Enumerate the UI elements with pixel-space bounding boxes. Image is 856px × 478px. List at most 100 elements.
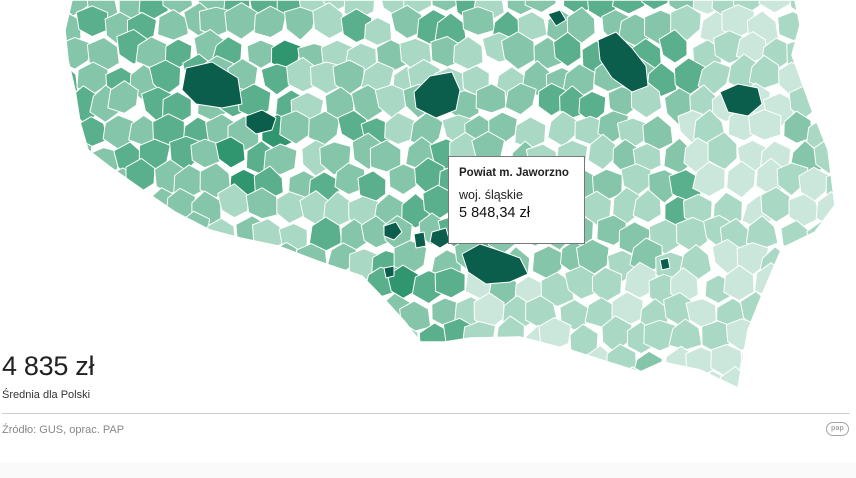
district-area[interactable] (847, 83, 856, 116)
district-area[interactable] (257, 273, 289, 305)
district-area[interactable] (25, 273, 58, 304)
district-area[interactable] (408, 377, 442, 400)
district-area[interactable] (245, 187, 280, 220)
district-area[interactable] (8, 195, 40, 224)
district-area[interactable] (75, 5, 109, 38)
district-area[interactable] (247, 292, 278, 326)
district-area[interactable] (59, 37, 92, 70)
district-area[interactable] (56, 265, 88, 299)
district-area[interactable] (339, 329, 371, 359)
district-area[interactable] (337, 274, 370, 310)
district-area[interactable] (569, 365, 604, 399)
district-area[interactable] (177, 378, 206, 400)
district-area[interactable] (637, 0, 670, 11)
district-area[interactable] (75, 262, 107, 301)
district-area[interactable] (777, 11, 810, 41)
district-area[interactable] (664, 393, 695, 400)
district-area[interactable] (0, 32, 9, 68)
district-area[interactable] (307, 377, 338, 400)
district-area[interactable] (4, 30, 36, 66)
district-area[interactable] (384, 112, 415, 145)
district-area[interactable] (821, 35, 853, 71)
district-area[interactable] (817, 0, 851, 20)
district-area[interactable] (308, 315, 340, 351)
district-area[interactable] (524, 0, 557, 13)
district-area[interactable] (208, 265, 238, 301)
district-area[interactable] (802, 323, 833, 357)
district-area[interactable] (137, 352, 167, 388)
district-area[interactable] (364, 16, 393, 46)
district-area[interactable] (738, 399, 770, 400)
district-area[interactable] (54, 214, 88, 244)
district-area[interactable] (291, 345, 322, 384)
district-area[interactable] (832, 267, 856, 300)
district-area[interactable] (440, 375, 473, 400)
district-area[interactable] (68, 183, 99, 219)
district-area[interactable] (84, 290, 118, 325)
district-area[interactable] (599, 369, 627, 400)
district-area[interactable] (66, 300, 98, 336)
district-area[interactable] (312, 2, 346, 40)
district-area[interactable] (839, 293, 856, 327)
district-area[interactable] (596, 214, 627, 246)
district-area[interactable] (448, 346, 481, 381)
district-area[interactable] (158, 320, 188, 353)
district-area[interactable] (623, 261, 657, 299)
district-area[interactable] (0, 296, 13, 328)
district-area[interactable] (773, 268, 808, 306)
district-area[interactable] (794, 239, 827, 272)
district-area[interactable] (263, 143, 298, 176)
district-area[interactable] (295, 398, 327, 400)
district-area[interactable] (774, 374, 807, 400)
district-area-highlight[interactable] (597, 31, 649, 93)
district-area[interactable] (90, 343, 122, 379)
district-area[interactable] (430, 0, 462, 12)
district-area[interactable] (195, 245, 227, 281)
district-area-highlight[interactable] (383, 221, 403, 241)
district-area[interactable] (322, 294, 353, 334)
district-area[interactable] (75, 164, 107, 203)
district-area[interactable] (848, 39, 856, 74)
district-area[interactable] (369, 139, 402, 173)
district-area-highlight[interactable] (429, 227, 451, 249)
district-area[interactable] (537, 82, 567, 117)
district-area[interactable] (25, 222, 54, 253)
district-area[interactable] (47, 162, 77, 196)
district-area[interactable] (260, 370, 294, 400)
district-area[interactable] (658, 29, 688, 64)
district-area[interactable] (820, 340, 847, 379)
district-area[interactable] (35, 88, 66, 122)
district-area[interactable] (215, 136, 246, 169)
district-area[interactable] (0, 0, 16, 13)
district-area[interactable] (546, 371, 578, 400)
district-area[interactable] (692, 161, 726, 197)
district-area[interactable] (254, 325, 284, 360)
district-area[interactable] (355, 369, 389, 401)
district-area[interactable] (504, 82, 537, 116)
district-area[interactable] (844, 353, 856, 387)
district-area[interactable] (682, 393, 713, 400)
district-area[interactable] (284, 377, 316, 400)
district-area[interactable] (616, 366, 650, 400)
district-area[interactable] (643, 319, 677, 352)
district-area[interactable] (26, 59, 56, 92)
district-area-highlight[interactable] (181, 61, 243, 109)
district-area[interactable] (818, 300, 847, 335)
district-area[interactable] (348, 295, 379, 328)
district-area[interactable] (247, 348, 279, 383)
district-area[interactable] (179, 271, 214, 305)
district-area[interactable] (0, 169, 1, 200)
district-area[interactable] (226, 368, 259, 400)
district-area[interactable] (760, 186, 792, 223)
district-area[interactable] (12, 0, 45, 13)
district-area[interactable] (0, 144, 15, 173)
district-area[interactable] (177, 314, 210, 354)
district-area[interactable] (0, 243, 16, 276)
district-area[interactable] (220, 291, 255, 324)
district-area[interactable] (0, 218, 6, 251)
district-area[interactable] (830, 53, 856, 90)
district-area[interactable] (340, 8, 373, 43)
district-area[interactable] (390, 370, 421, 400)
district-area[interactable] (368, 348, 402, 379)
district-area-highlight[interactable] (659, 257, 671, 271)
